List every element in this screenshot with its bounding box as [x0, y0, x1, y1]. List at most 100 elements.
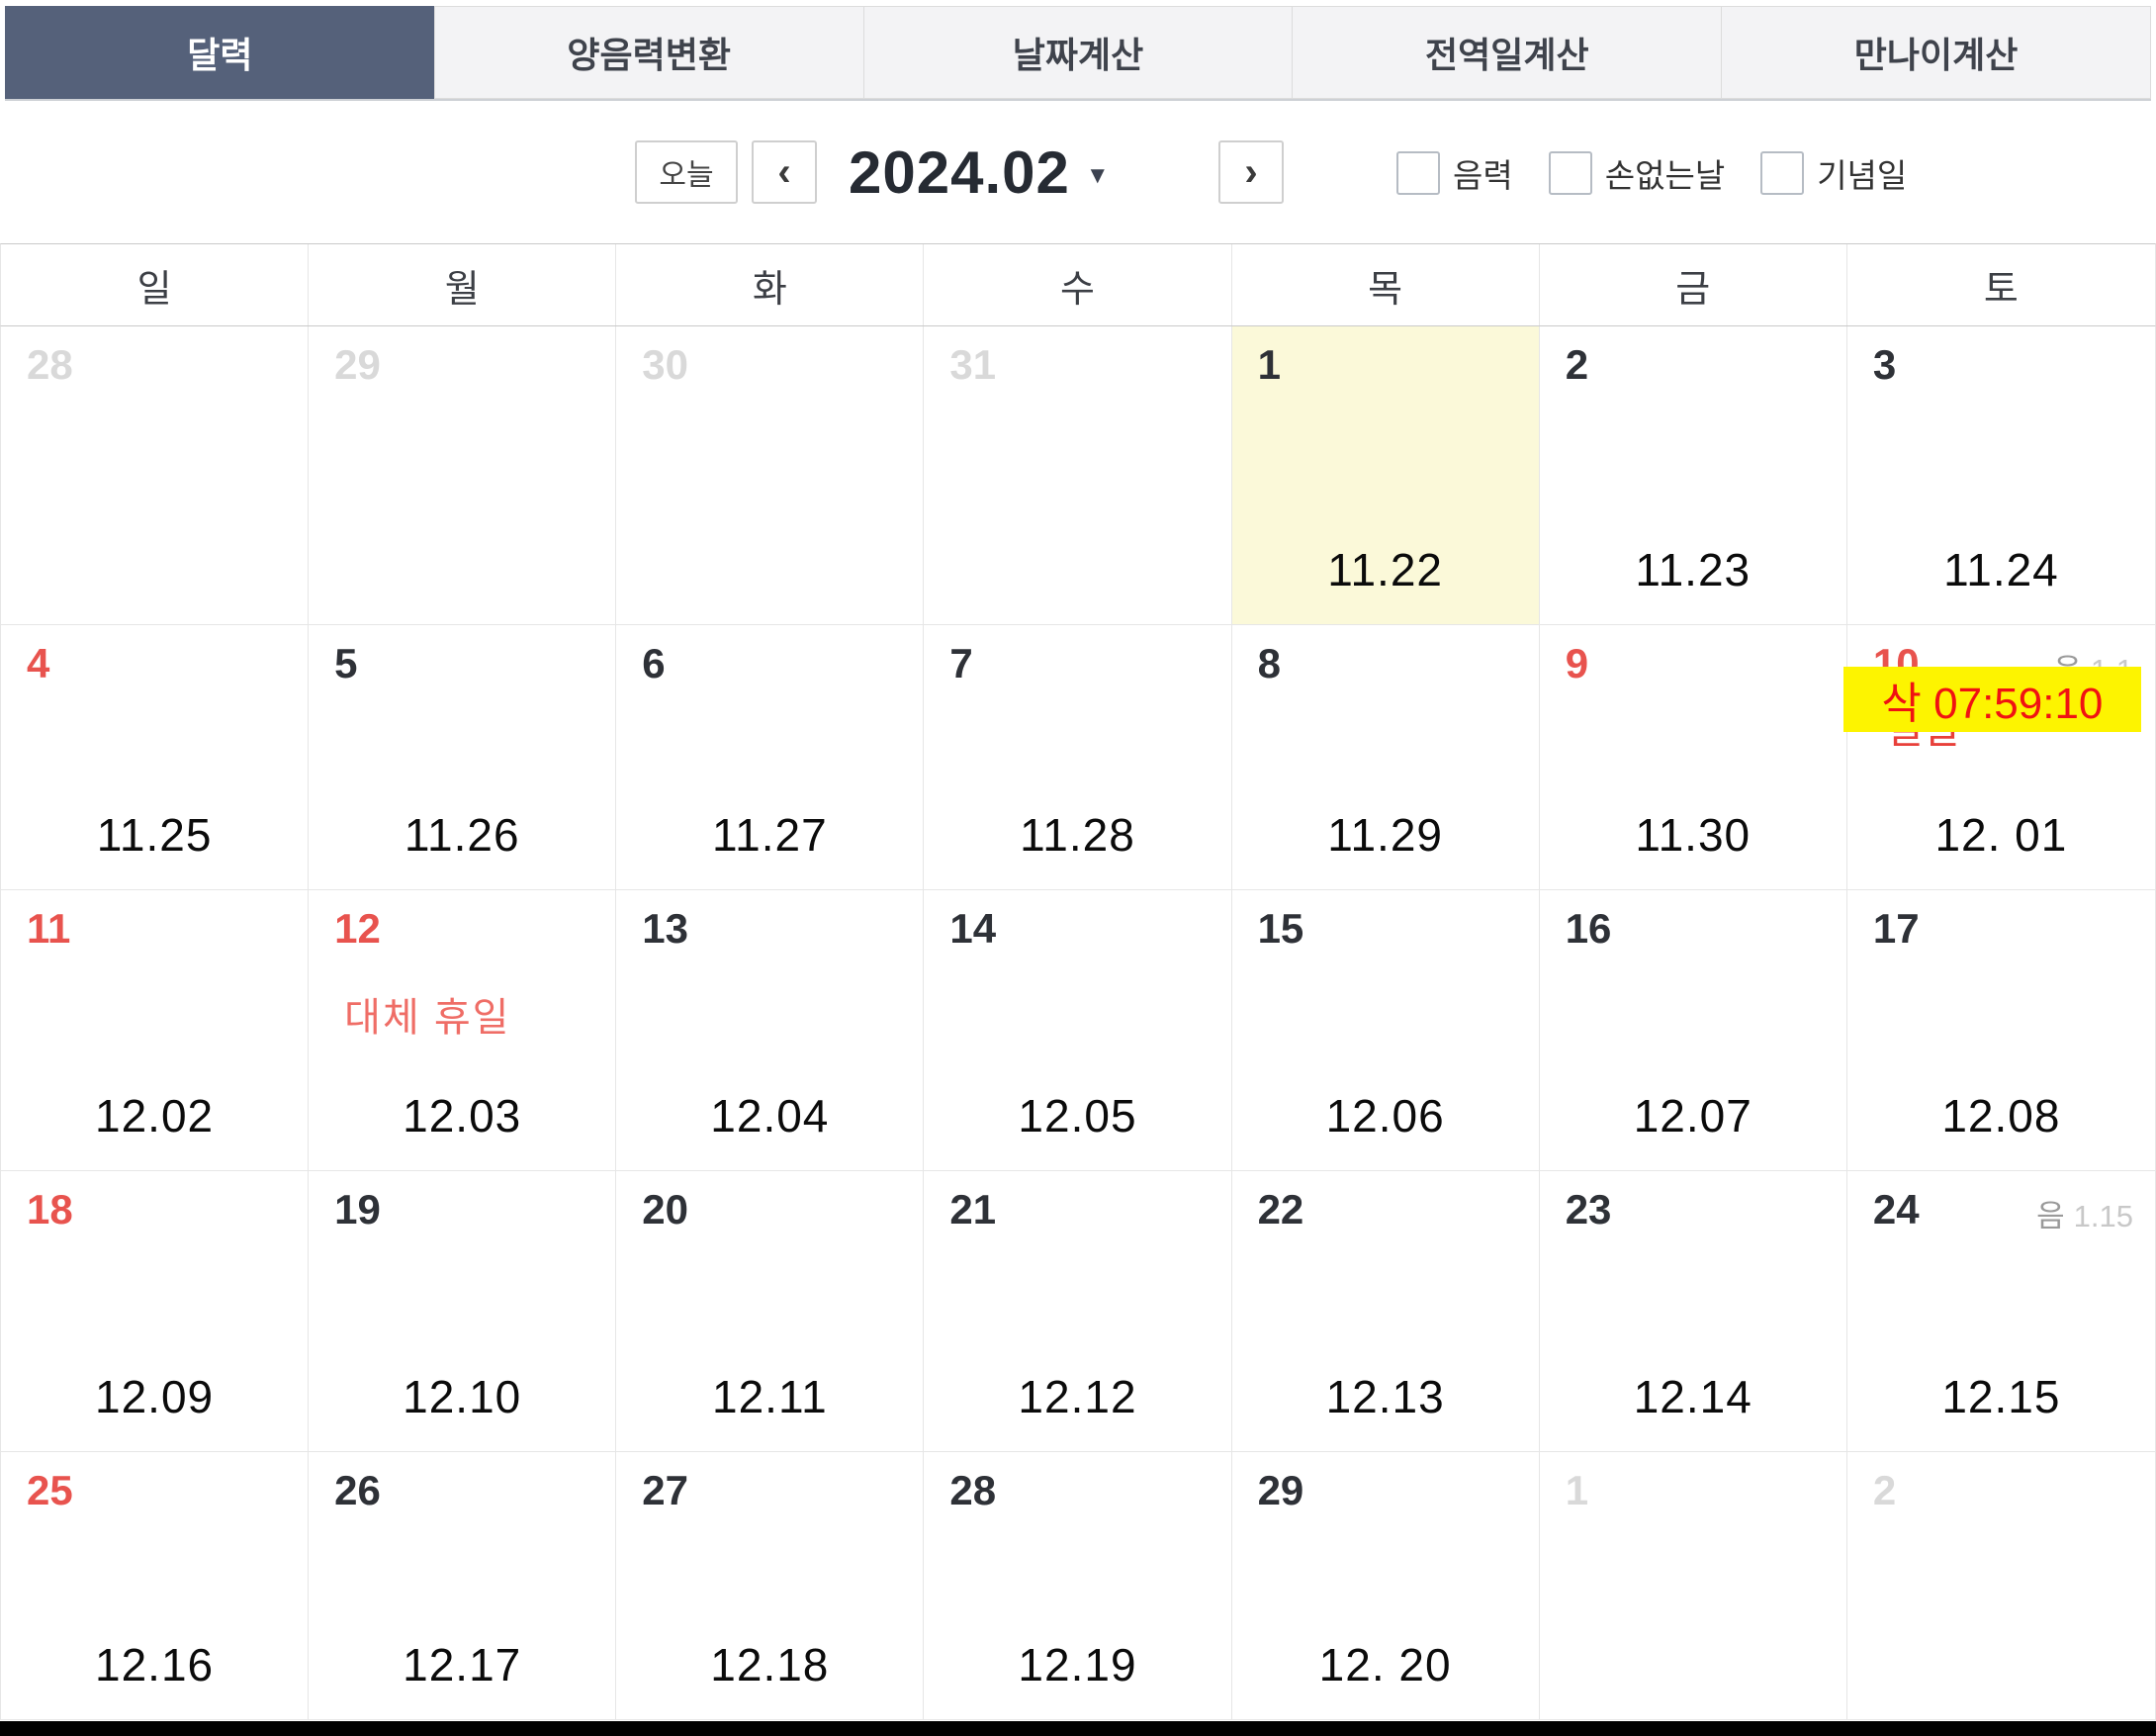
lunar-date: 11.29 [1327, 809, 1443, 861]
day-number: 31 [949, 341, 997, 388]
day-number: 11 [27, 905, 71, 952]
day-number: 16 [1565, 905, 1612, 952]
weekday-label-3: 수 [924, 244, 1232, 325]
controls-row: 오늘 ‹ 2024.02 ▼ › 음력 손없는날 기념일 [0, 101, 2156, 243]
day-cell-22[interactable]: 22 12.13 [1232, 1171, 1540, 1451]
lunar-date: 12.12 [1018, 1371, 1137, 1422]
lunar-date: 11.27 [712, 809, 828, 861]
prev-month-button[interactable]: ‹ [752, 140, 817, 204]
day-cell-26[interactable]: 26 12.17 [309, 1452, 617, 1719]
lunar-date: 12.07 [1633, 1090, 1752, 1142]
tab-4[interactable]: 전역일계산 [1292, 6, 1723, 99]
son-eomneun-nal-checkbox-box[interactable] [1548, 151, 1592, 195]
tab-3[interactable]: 날짜계산 [862, 6, 1294, 99]
day-number: 9 [1565, 640, 1589, 686]
lunar-date: 12.04 [710, 1090, 830, 1142]
calendar-grid: 28 29 30 31 1 11.22 2 11.23 3 11.24 4 11.25 5 11.26 6 1… [0, 326, 2156, 1720]
holiday-label: 대체 휴일 [344, 996, 511, 1040]
day-cell-23[interactable]: 23 12.14 [1540, 1171, 1847, 1451]
day-cell-3[interactable]: 3 11.24 [1847, 326, 2155, 624]
tab-2[interactable]: 양음력변환 [433, 6, 864, 99]
day-cell-1[interactable]: 1 [1540, 1452, 1847, 1719]
son-eomneun-nal-checkbox-label: 손없는날 [1604, 157, 1726, 194]
lunar-date: 12.18 [710, 1639, 830, 1690]
day-cell-6[interactable]: 6 11.27 [616, 625, 925, 889]
day-number: 25 [27, 1467, 73, 1513]
day-cell-14[interactable]: 14 12.05 [924, 890, 1232, 1170]
day-number: 18 [27, 1186, 73, 1233]
day-number: 22 [1257, 1186, 1304, 1233]
day-number: 29 [1257, 1467, 1304, 1513]
chevron-left-icon: ‹ [777, 149, 791, 194]
day-cell-24[interactable]: 24 음 1.15 12.15 [1847, 1171, 2155, 1451]
day-cell-15[interactable]: 15 12.06 [1232, 890, 1540, 1170]
lunar-date: 12.09 [95, 1371, 215, 1422]
lunar-date: 12. 01 [1934, 809, 2068, 861]
display-options: 음력 손없는날 기념일 [1396, 150, 1942, 196]
day-cell-31[interactable]: 31 [924, 326, 1232, 624]
tab-bar: 달력 양음력변환 날짜계산 전역일계산 만나이계산 [5, 6, 2151, 101]
tab-1[interactable]: 달력 [5, 6, 435, 99]
day-cell-16[interactable]: 16 12.07 [1540, 890, 1847, 1170]
checkbox-son-eomneun-nal[interactable]: 손없는날 [1548, 149, 1726, 197]
month-selector[interactable]: 2024.02 ▼ [849, 138, 1110, 206]
day-number: 7 [949, 640, 973, 686]
day-cell-7[interactable]: 7 11.28 [924, 625, 1232, 889]
day-number: 24 [1872, 1186, 1920, 1233]
chevron-down-icon: ▼ [1085, 162, 1110, 189]
day-cell-18[interactable]: 18 12.09 [1, 1171, 310, 1451]
day-cell-2[interactable]: 2 11.23 [1540, 326, 1847, 624]
day-cell-30[interactable]: 30 [616, 326, 925, 624]
day-number: 26 [334, 1467, 381, 1513]
day-cell-29[interactable]: 29 [309, 326, 617, 624]
today-button[interactable]: 오늘 [635, 140, 738, 204]
day-cell-11[interactable]: 11 12.02 [1, 890, 310, 1170]
day-number: 8 [1257, 640, 1281, 686]
day-cell-19[interactable]: 19 12.10 [309, 1171, 617, 1451]
day-cell-29[interactable]: 29 12. 20 [1232, 1452, 1540, 1719]
checkbox-lunar[interactable]: 음력 [1396, 149, 1513, 197]
day-cell-21[interactable]: 21 12.12 [924, 1171, 1232, 1451]
day-cell-8[interactable]: 8 11.29 [1232, 625, 1540, 889]
lunar-date: 12.17 [403, 1639, 522, 1690]
day-cell-25[interactable]: 25 12.16 [1, 1452, 310, 1719]
weekday-label-4: 목 [1232, 244, 1540, 325]
week-row-3: 11 12.02 12 대체 휴일 12.03 13 12.04 14 12.05 15 12.06… [1, 889, 2155, 1170]
day-cell-28[interactable]: 28 12.19 [924, 1452, 1232, 1719]
lunar-checkbox-box[interactable] [1396, 151, 1440, 195]
lunar-badge-prefix: 음 [2036, 1199, 2065, 1233]
lunar-date: 11.26 [404, 809, 520, 861]
next-month-button[interactable]: › [1218, 140, 1284, 204]
lunar-date: 12.15 [1941, 1371, 2061, 1422]
lunar-date: 12.16 [95, 1639, 215, 1690]
tab-5[interactable]: 만나이계산 [1721, 6, 2151, 99]
day-number: 1 [1565, 1467, 1589, 1513]
lunar-date: 11.24 [1943, 544, 2059, 595]
lunar-badge-value: 1.15 [2073, 1199, 2133, 1233]
day-cell-9[interactable]: 9 11.30 [1540, 625, 1847, 889]
day-cell-1[interactable]: 1 11.22 [1231, 326, 1540, 624]
bottom-bar [0, 1721, 2156, 1736]
day-number: 19 [334, 1186, 381, 1233]
anniversary-checkbox-box[interactable] [1760, 151, 1805, 195]
day-cell-17[interactable]: 17 12.08 [1847, 890, 2155, 1170]
weekday-label-2: 화 [616, 244, 925, 325]
checkbox-anniversary[interactable]: 기념일 [1760, 149, 1907, 197]
day-cell-12[interactable]: 12 대체 휴일 12.03 [309, 890, 617, 1170]
lunar-date: 11.25 [96, 809, 213, 861]
day-cell-5[interactable]: 5 11.26 [309, 625, 617, 889]
highlight-annotation: 삭 07:59:10 [1842, 667, 2141, 732]
day-cell-2[interactable]: 2 [1847, 1452, 2155, 1719]
week-row-2: 411.25511.26611.27711.28811.29911.3010음1… [1, 624, 2155, 889]
day-number: 17 [1872, 905, 1920, 952]
day-cell-13[interactable]: 13 12.04 [616, 890, 925, 1170]
anniversary-checkbox-label: 기념일 [1817, 157, 1908, 194]
day-cell-4[interactable]: 4 11.25 [1, 625, 310, 889]
day-cell-27[interactable]: 27 12.18 [616, 1452, 925, 1719]
lunar-date: 12.11 [712, 1371, 828, 1422]
day-number: 21 [949, 1186, 997, 1233]
day-cell-20[interactable]: 20 12.11 [616, 1171, 925, 1451]
day-cell-28[interactable]: 28 [1, 326, 310, 624]
lunar-date: 12.03 [403, 1090, 522, 1142]
